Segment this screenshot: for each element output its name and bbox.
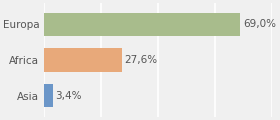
Text: 3,4%: 3,4% [55,91,82,101]
Bar [44,48,122,72]
Text: 27,6%: 27,6% [125,55,158,65]
Bar [44,13,241,36]
Text: 69,0%: 69,0% [243,19,276,29]
Bar [44,84,53,107]
